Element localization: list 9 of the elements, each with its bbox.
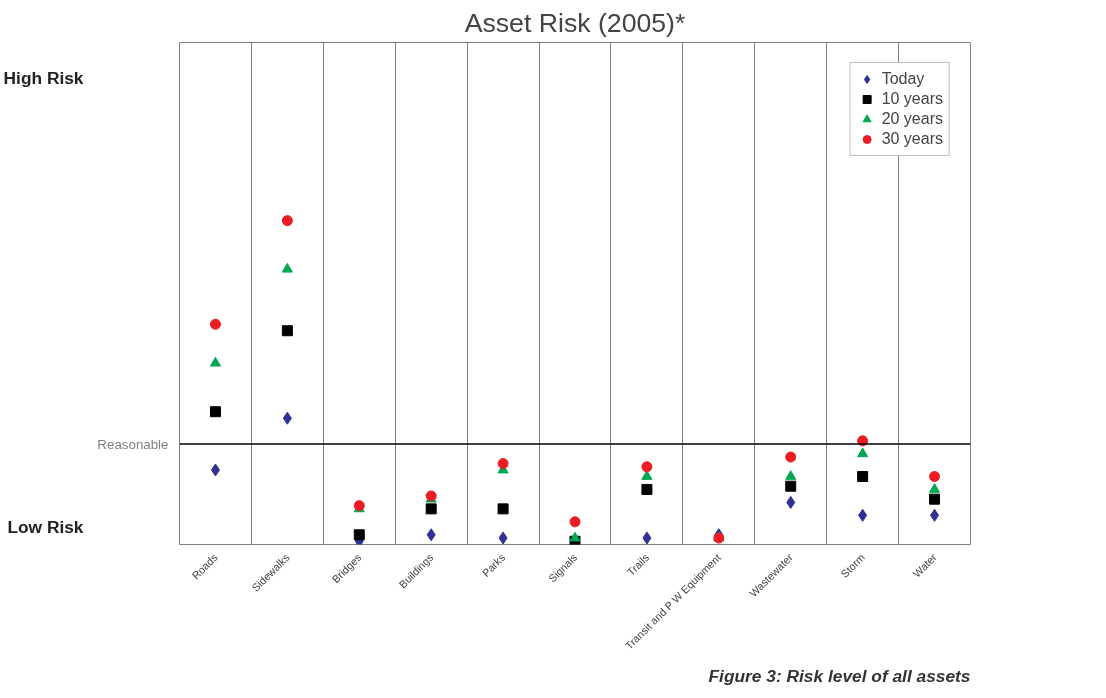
legend-label: 30 years	[881, 130, 943, 148]
text: High Risk	[3, 67, 84, 88]
text: Low Risk	[7, 516, 84, 537]
legend-label: 10 years	[881, 90, 943, 108]
ref-line-label: Reasonable	[97, 436, 169, 452]
legend-label: 20 years	[881, 110, 943, 128]
chart-title: Asset Risk (2005)*	[464, 7, 686, 38]
caption: Figure 3: Risk level of all assets	[708, 665, 971, 686]
legend-label: Today	[881, 70, 925, 88]
